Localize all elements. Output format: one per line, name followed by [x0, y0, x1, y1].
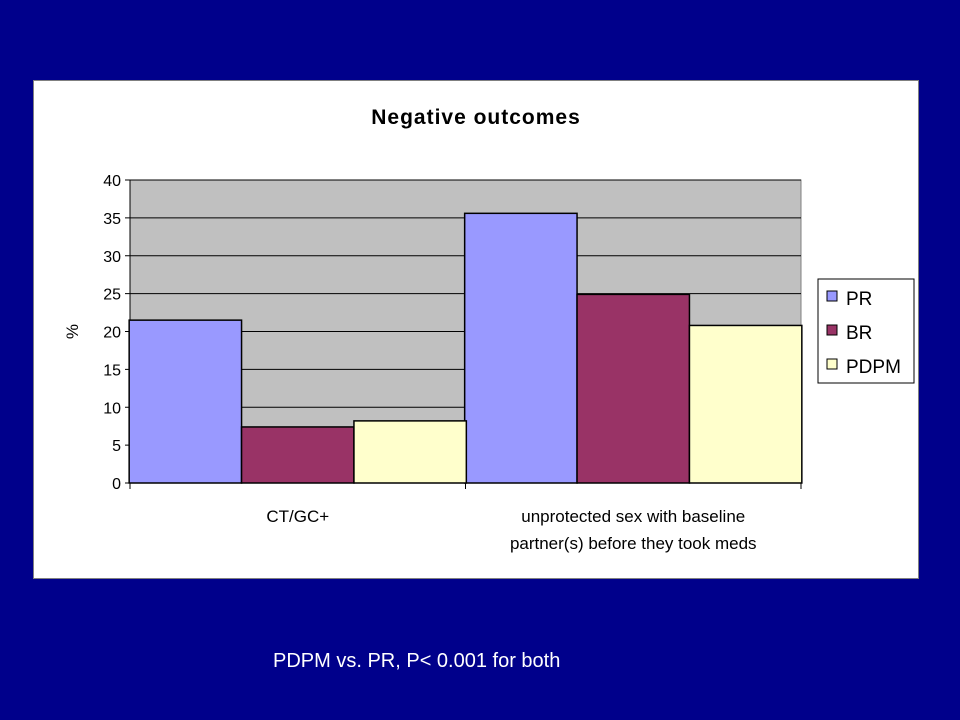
- chart-panel: Negative outcomes 0 5 10 15 20 25 30 35 40% CT/GC+…: [33, 80, 919, 579]
- bar-pr: [463, 212, 578, 484]
- x-category-label: CT/GC+: [266, 507, 329, 526]
- y-tick-label: 5: [112, 438, 121, 455]
- y-tick-label: 10: [103, 400, 121, 417]
- x-category-label: unprotected sex with baseline: [521, 507, 745, 526]
- bar-pdpm: [688, 324, 803, 484]
- y-tick-label: 20: [103, 325, 121, 342]
- y-tick-label: 25: [103, 287, 121, 304]
- legend-swatch-pr: [826, 290, 838, 302]
- legend-label-br: BR: [846, 323, 872, 344]
- bar-chart: Negative outcomes 0 5 10 15 20 25 30 35 40% CT/GC+…: [63, 106, 915, 553]
- legend-swatch-pdpm: [826, 358, 838, 370]
- chart-title: Negative outcomes: [371, 106, 581, 129]
- legend-label-pdpm: PDPM: [846, 357, 901, 378]
- y-axis-label: %: [63, 324, 82, 339]
- bar-pr: [128, 319, 243, 484]
- x-category-label: partner(s) before they took meds: [510, 534, 757, 553]
- y-tick-label: 30: [103, 249, 121, 266]
- footnote-text: PDPM vs. PR, P< 0.001 for both: [273, 650, 561, 672]
- bar-br: [576, 293, 691, 484]
- legend-label-pr: PR: [846, 289, 872, 310]
- y-tick-label: 35: [103, 211, 121, 228]
- y-tick-label: 40: [103, 173, 121, 190]
- legend-swatch-br: [826, 324, 838, 336]
- y-tick-label: 15: [103, 362, 121, 379]
- bar-pdpm: [353, 420, 468, 484]
- bar-br: [240, 426, 355, 484]
- y-tick-label: 0: [112, 476, 121, 493]
